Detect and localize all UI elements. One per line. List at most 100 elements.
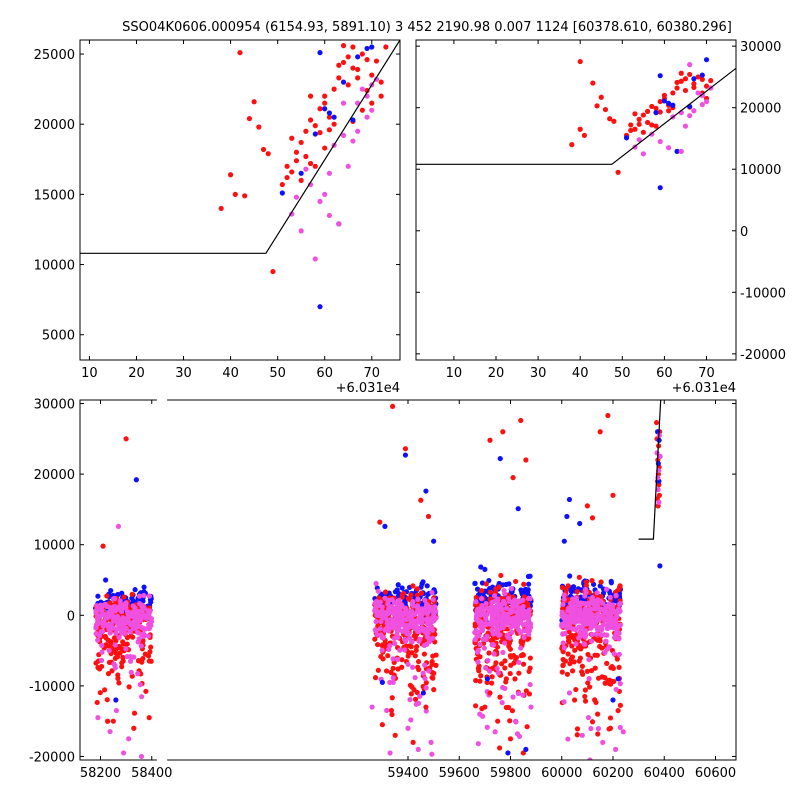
data-point-magenta xyxy=(472,637,478,643)
data-point-magenta xyxy=(617,724,623,731)
data-point-blue xyxy=(610,697,616,703)
data-point-magenta xyxy=(521,634,527,640)
data-point-blue xyxy=(108,587,114,594)
data-point-red xyxy=(691,84,697,90)
data-point-red xyxy=(148,644,154,650)
data-point-magenta xyxy=(425,615,431,622)
data-point-magenta xyxy=(483,665,489,671)
data-point-magenta xyxy=(616,636,622,642)
data-point-red xyxy=(577,126,583,132)
data-point-magenta xyxy=(582,600,588,607)
data-point-red xyxy=(218,205,224,212)
data-point-magenta xyxy=(131,654,137,660)
data-point-red xyxy=(415,664,421,670)
data-point-red xyxy=(520,639,526,645)
data-point-red xyxy=(410,583,416,589)
data-point-red xyxy=(322,145,328,151)
data-point-red xyxy=(509,708,516,714)
data-point-magenta xyxy=(494,618,500,624)
data-point-magenta xyxy=(395,656,401,663)
data-point-red xyxy=(628,127,634,134)
y-tick-label: 0 xyxy=(740,225,748,240)
data-point-magenta xyxy=(123,605,129,611)
data-point-red xyxy=(477,654,483,660)
data-point-magenta xyxy=(99,642,105,649)
data-point-magenta xyxy=(130,609,136,615)
data-point-red xyxy=(597,429,603,435)
data-point-magenta xyxy=(500,649,506,656)
data-point-red xyxy=(574,732,580,738)
data-point-blue xyxy=(497,455,503,462)
data-point-magenta xyxy=(603,586,610,592)
data-point-magenta xyxy=(326,170,333,176)
data-point-red xyxy=(516,670,522,676)
data-point-magenta xyxy=(515,599,522,605)
data-point-red xyxy=(584,503,590,509)
data-point-magenta xyxy=(510,694,516,700)
y-tick-label: 20000 xyxy=(34,118,75,133)
data-point-magenta xyxy=(576,624,582,630)
data-point-red xyxy=(579,663,585,669)
data-point-magenta xyxy=(409,664,416,670)
data-point-magenta xyxy=(409,601,415,607)
data-point-magenta xyxy=(484,605,490,611)
data-point-red xyxy=(636,121,642,127)
data-point-magenta xyxy=(430,627,436,633)
data-point-magenta xyxy=(385,601,391,607)
data-point-magenta xyxy=(293,194,300,200)
model-line xyxy=(80,40,400,254)
data-point-red xyxy=(104,593,110,599)
data-point-magenta xyxy=(495,670,501,676)
plot-area xyxy=(80,40,400,310)
data-point-magenta xyxy=(528,704,534,710)
model-line xyxy=(638,400,662,540)
data-point-red xyxy=(317,106,323,112)
data-point-magenta xyxy=(561,699,567,705)
data-point-red xyxy=(595,675,602,681)
data-point-red xyxy=(105,718,111,724)
data-point-red xyxy=(472,703,479,709)
data-point-red xyxy=(653,419,660,426)
data-point-magenta xyxy=(429,589,435,596)
data-point-magenta xyxy=(111,661,117,667)
data-point-blue xyxy=(312,131,318,137)
data-point-blue xyxy=(666,100,672,106)
data-point-magenta xyxy=(430,614,437,620)
data-point-magenta xyxy=(141,592,147,599)
data-point-red xyxy=(579,669,585,675)
data-point-red xyxy=(119,660,125,666)
data-point-magenta xyxy=(372,627,378,633)
data-point-red xyxy=(569,668,576,674)
data-point-red xyxy=(615,169,621,175)
data-point-red xyxy=(566,639,572,645)
data-point-red xyxy=(602,106,609,113)
data-point-red xyxy=(560,662,566,668)
data-point-magenta xyxy=(115,523,122,529)
data-point-red xyxy=(611,118,617,124)
data-point-red xyxy=(573,686,579,693)
data-point-red xyxy=(96,666,103,672)
data-point-blue xyxy=(369,44,375,50)
data-point-blue xyxy=(564,513,570,520)
data-point-red xyxy=(565,634,572,641)
data-point-magenta xyxy=(492,729,498,735)
data-point-red xyxy=(410,739,416,745)
data-point-red xyxy=(350,65,356,71)
data-point-magenta xyxy=(687,62,693,68)
data-point-red xyxy=(695,74,701,80)
data-point-blue xyxy=(431,538,437,544)
data-point-magenta xyxy=(617,608,623,614)
data-point-magenta xyxy=(564,625,570,631)
data-point-magenta xyxy=(379,608,385,614)
data-point-red xyxy=(498,572,504,579)
data-point-blue xyxy=(382,523,388,529)
data-point-magenta xyxy=(403,638,409,644)
data-point-magenta xyxy=(526,631,532,637)
data-point-red xyxy=(487,589,493,595)
data-point-magenta xyxy=(485,657,491,664)
data-point-red xyxy=(691,81,697,87)
data-point-blue xyxy=(670,102,676,108)
data-point-magenta xyxy=(588,625,594,631)
data-point-red xyxy=(589,515,596,521)
data-point-magenta xyxy=(430,597,436,603)
